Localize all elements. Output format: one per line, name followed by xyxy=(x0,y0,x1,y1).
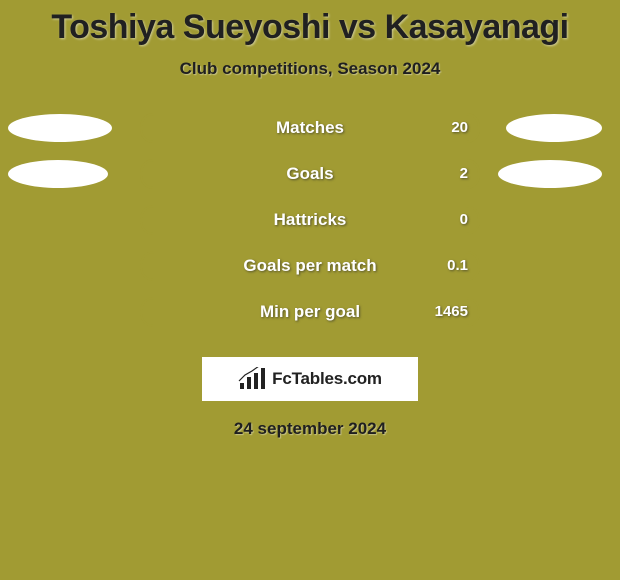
stat-row: Hattricks0 xyxy=(0,203,620,249)
right-ellipse xyxy=(506,114,602,142)
logo-box: FcTables.com xyxy=(202,357,418,401)
stat-value: 20 xyxy=(451,113,468,143)
stat-row: Goals per match0.1 xyxy=(0,249,620,295)
stat-label: Goals xyxy=(140,159,480,189)
stat-bar: Hattricks0 xyxy=(140,205,480,235)
page-title: Toshiya Sueyoshi vs Kasayanagi xyxy=(0,0,620,47)
bar-chart-icon xyxy=(238,367,268,391)
stat-bar: Goals2 xyxy=(140,159,480,189)
left-ellipse xyxy=(8,114,112,142)
stat-bar: Min per goal1465 xyxy=(140,297,480,327)
stat-value: 1465 xyxy=(435,297,468,327)
stat-row: Matches20 xyxy=(0,111,620,157)
stat-label: Hattricks xyxy=(140,205,480,235)
logo-text: FcTables.com xyxy=(272,369,382,389)
date-text: 24 september 2024 xyxy=(0,419,620,439)
comparison-infographic: Toshiya Sueyoshi vs Kasayanagi Club comp… xyxy=(0,0,620,580)
stat-label: Min per goal xyxy=(140,297,480,327)
right-ellipse xyxy=(498,160,602,188)
stat-row: Goals2 xyxy=(0,157,620,203)
stat-value: 0.1 xyxy=(447,251,468,281)
stat-bar: Matches20 xyxy=(140,113,480,143)
stat-rows: Matches20Goals2Hattricks0Goals per match… xyxy=(0,111,620,341)
subtitle: Club competitions, Season 2024 xyxy=(0,59,620,79)
stat-row: Min per goal1465 xyxy=(0,295,620,341)
left-ellipse xyxy=(8,160,108,188)
stat-label: Matches xyxy=(140,113,480,143)
stat-value: 2 xyxy=(460,159,468,189)
stat-label: Goals per match xyxy=(140,251,480,281)
stat-bar: Goals per match0.1 xyxy=(140,251,480,281)
stat-value: 0 xyxy=(460,205,468,235)
